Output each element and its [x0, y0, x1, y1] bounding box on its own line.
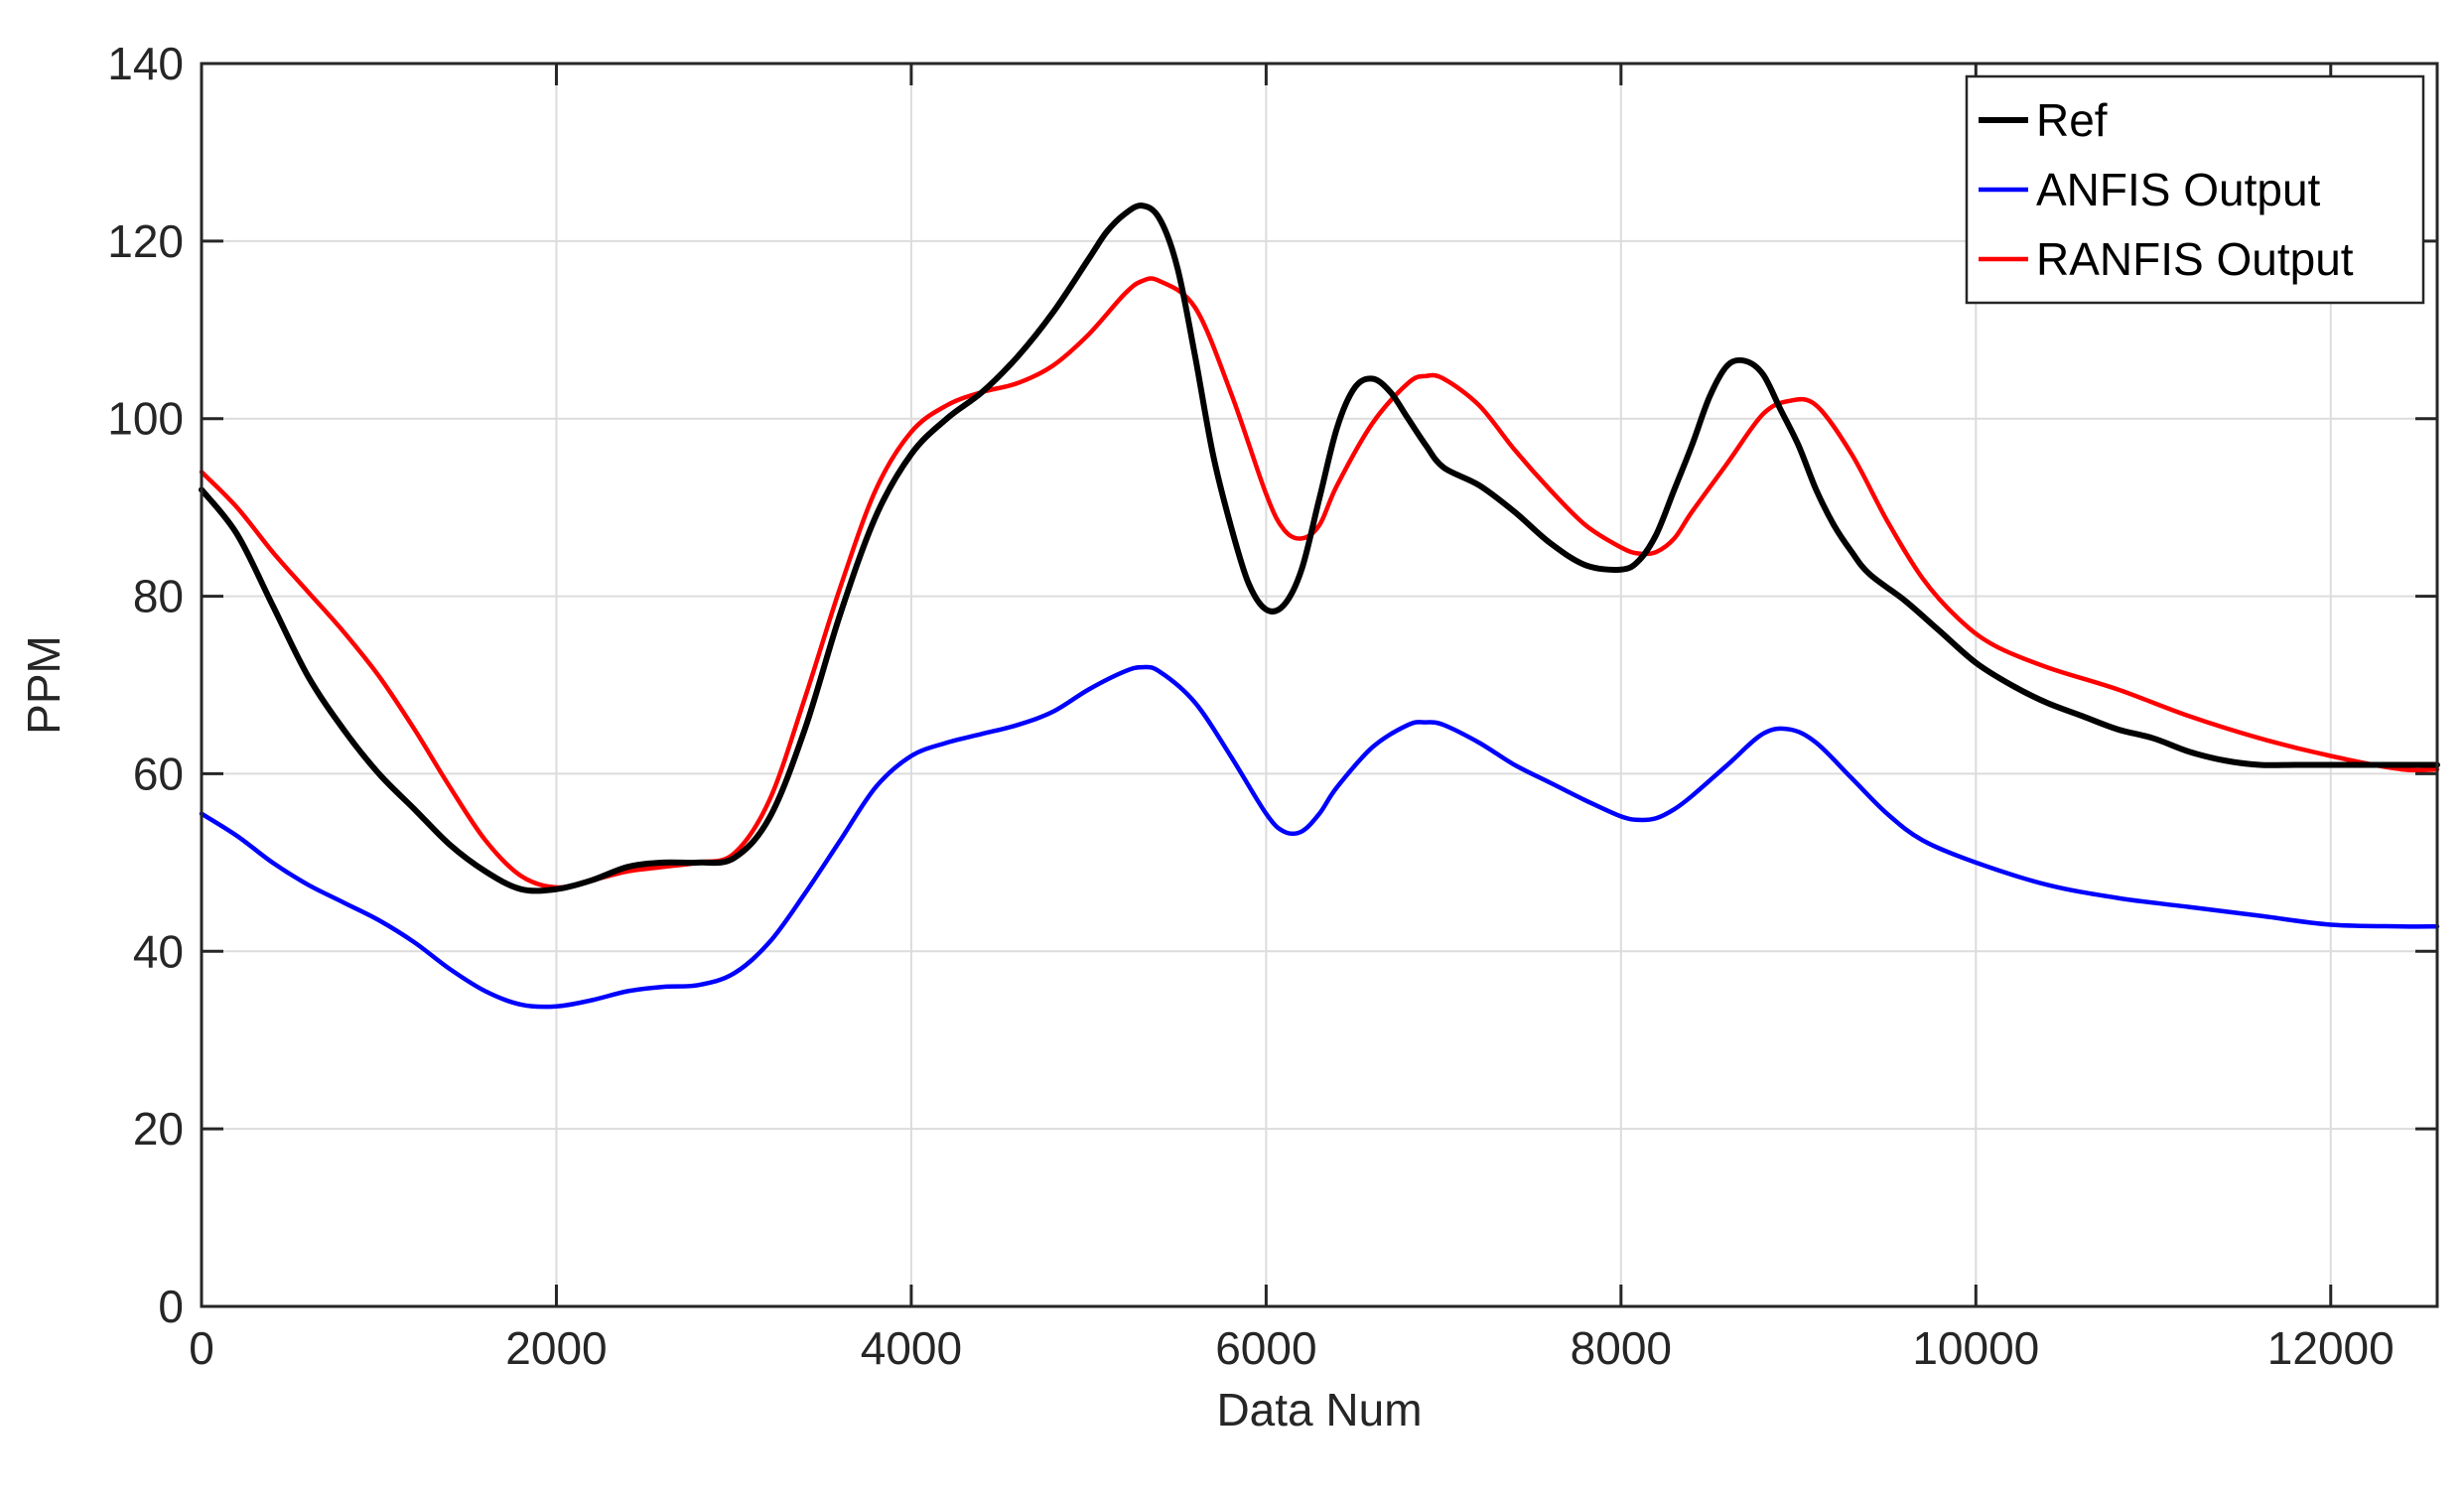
- legend-label-ranfis-output: RANFIS Output: [2036, 233, 2354, 285]
- y-tick-label: 80: [133, 571, 184, 622]
- axis-ticks: 0 2000 4000 6000 8000 10000 12000 0 20 40 60 80 100 1…: [107, 38, 2437, 1374]
- y-tick-label: 40: [133, 925, 184, 977]
- x-tick-label: 12000: [2267, 1322, 2395, 1374]
- legend: Ref ANFIS Output RANFIS Output: [1965, 74, 2425, 305]
- x-tick-label: 8000: [1571, 1322, 1672, 1374]
- x-axis-label: Data Num: [1216, 1384, 1422, 1435]
- y-tick-label: 0: [158, 1281, 184, 1332]
- legend-label-ref: Ref: [2036, 94, 2108, 146]
- y-tick-label: 100: [107, 393, 184, 445]
- y-tick-label: 60: [133, 748, 184, 799]
- x-tick-label: 10000: [1912, 1322, 2039, 1374]
- legend-box: [1965, 74, 2425, 305]
- plot-frame: [200, 62, 2439, 1308]
- y-axis-label: PPM: [18, 635, 69, 735]
- x-tick-label: 0: [189, 1322, 214, 1374]
- x-tick-label: 2000: [505, 1322, 607, 1374]
- x-tick-label: 4000: [861, 1322, 962, 1374]
- y-tick-label: 140: [107, 38, 184, 89]
- series-line-ref: [199, 203, 2440, 894]
- legend-label-anfis-output: ANFIS Output: [2036, 164, 2321, 215]
- y-tick-label: 20: [133, 1103, 184, 1155]
- series-line-anfis-output: [199, 664, 2440, 1010]
- y-tick-label: 120: [107, 215, 184, 267]
- series-layer: [199, 203, 2440, 1010]
- x-tick-label: 6000: [1215, 1322, 1316, 1374]
